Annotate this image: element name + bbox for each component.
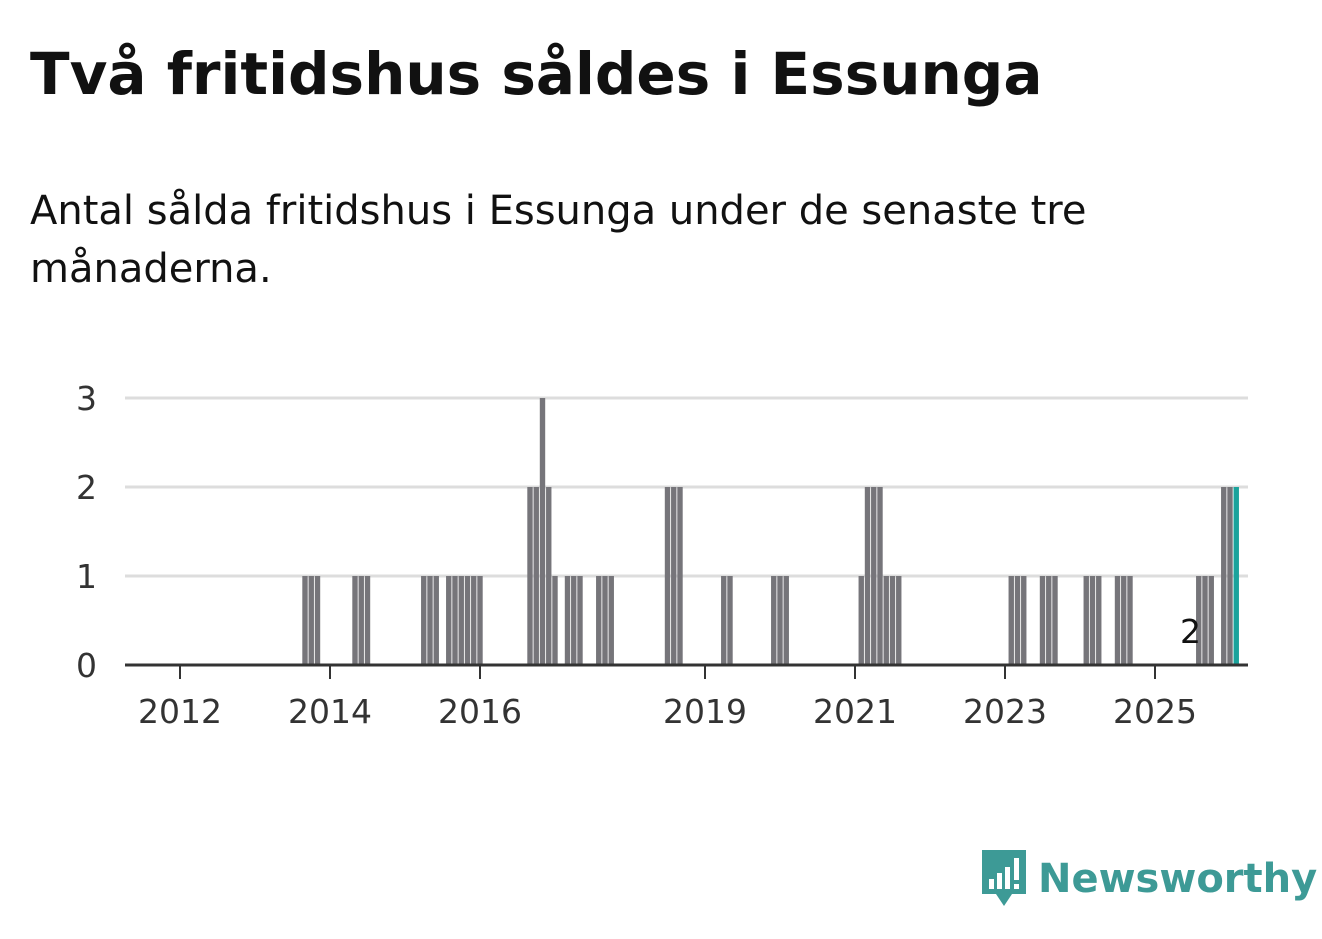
brand-logo: Newsworthy bbox=[980, 848, 1317, 910]
bar bbox=[858, 576, 864, 665]
y-tick-label: 2 bbox=[76, 468, 97, 507]
data-label: 2 bbox=[1180, 612, 1201, 651]
bar bbox=[477, 576, 483, 665]
y-tick-label: 0 bbox=[76, 646, 97, 685]
bar bbox=[896, 576, 902, 665]
bar bbox=[677, 487, 683, 665]
bar bbox=[452, 576, 458, 665]
bar bbox=[1046, 576, 1052, 665]
bar bbox=[552, 576, 558, 665]
bar bbox=[427, 576, 433, 665]
bar bbox=[771, 576, 777, 665]
bar bbox=[539, 398, 546, 665]
bar bbox=[364, 576, 371, 665]
bar bbox=[446, 576, 452, 665]
bar bbox=[1014, 576, 1021, 665]
bar bbox=[721, 576, 727, 665]
bar bbox=[602, 576, 608, 665]
bar bbox=[727, 576, 733, 665]
y-tick-label: 3 bbox=[76, 379, 97, 418]
bar bbox=[777, 576, 783, 665]
page-subtitle: Antal sålda fritidshus i Essunga under d… bbox=[30, 188, 1087, 292]
bar bbox=[533, 487, 539, 665]
bar bbox=[302, 576, 308, 665]
bar bbox=[671, 487, 677, 665]
bar bbox=[464, 576, 471, 665]
bar bbox=[314, 576, 321, 665]
bar bbox=[546, 487, 552, 665]
bar bbox=[1021, 576, 1027, 665]
bar bbox=[664, 487, 671, 665]
x-tick-label: 2023 bbox=[963, 692, 1047, 731]
bar bbox=[883, 576, 889, 665]
bar bbox=[1114, 576, 1121, 665]
bar-latest bbox=[1233, 487, 1239, 665]
bar bbox=[1227, 487, 1233, 665]
x-tick-label: 2025 bbox=[1113, 692, 1197, 731]
bar bbox=[864, 487, 871, 665]
bar bbox=[1221, 487, 1227, 665]
bar bbox=[889, 576, 896, 665]
bar bbox=[1083, 576, 1089, 665]
y-axis-ticks: 0 1 2 3 bbox=[76, 379, 97, 685]
newsworthy-logo-icon bbox=[982, 850, 1026, 906]
x-tick-label: 2016 bbox=[438, 692, 522, 731]
bar bbox=[877, 487, 883, 665]
bar bbox=[1096, 576, 1102, 665]
brand-name: Newsworthy bbox=[1038, 856, 1318, 902]
bar bbox=[308, 576, 314, 665]
bar bbox=[1039, 576, 1046, 665]
bar bbox=[358, 576, 364, 665]
grid-lines bbox=[125, 396, 1248, 578]
bar bbox=[458, 576, 464, 665]
bar bbox=[471, 576, 477, 665]
bar bbox=[527, 487, 533, 665]
bar-chart: 0 1 2 3 2012 2014 2016 2019 2021 2023 2025 2 bbox=[76, 379, 1248, 731]
x-tick-label: 2014 bbox=[288, 692, 372, 731]
x-axis-ticks: 2012 2014 2016 2019 2021 2023 2025 bbox=[138, 665, 1197, 731]
bar bbox=[571, 576, 577, 665]
bar bbox=[1127, 576, 1133, 665]
bar bbox=[433, 576, 439, 665]
x-tick-label: 2019 bbox=[663, 692, 747, 731]
bar bbox=[1052, 576, 1058, 665]
bar bbox=[577, 576, 583, 665]
bar bbox=[1196, 576, 1202, 665]
bar bbox=[1208, 576, 1214, 665]
bars bbox=[302, 398, 1239, 665]
bar bbox=[1202, 576, 1208, 665]
bar bbox=[608, 576, 614, 665]
bar bbox=[596, 576, 602, 665]
bar bbox=[1089, 576, 1096, 665]
annotations: 2 bbox=[1180, 612, 1201, 651]
bar bbox=[564, 576, 571, 665]
bar bbox=[1121, 576, 1127, 665]
page-title: Två fritidshus såldes i Essunga bbox=[30, 40, 1043, 108]
bar bbox=[871, 487, 877, 665]
bar bbox=[421, 576, 427, 665]
y-tick-label: 1 bbox=[76, 557, 97, 596]
x-tick-label: 2012 bbox=[138, 692, 222, 731]
bar bbox=[783, 576, 789, 665]
x-tick-label: 2021 bbox=[813, 692, 897, 731]
bar bbox=[1008, 576, 1014, 665]
bar bbox=[352, 576, 358, 665]
